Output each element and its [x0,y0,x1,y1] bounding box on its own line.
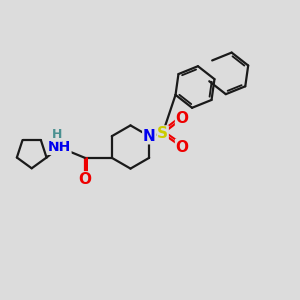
Text: NH: NH [48,140,71,154]
Text: O: O [78,172,91,187]
Text: S: S [157,126,168,141]
Text: O: O [176,140,189,154]
Text: O: O [176,111,189,126]
Text: H: H [52,128,62,141]
Text: N: N [143,129,156,144]
